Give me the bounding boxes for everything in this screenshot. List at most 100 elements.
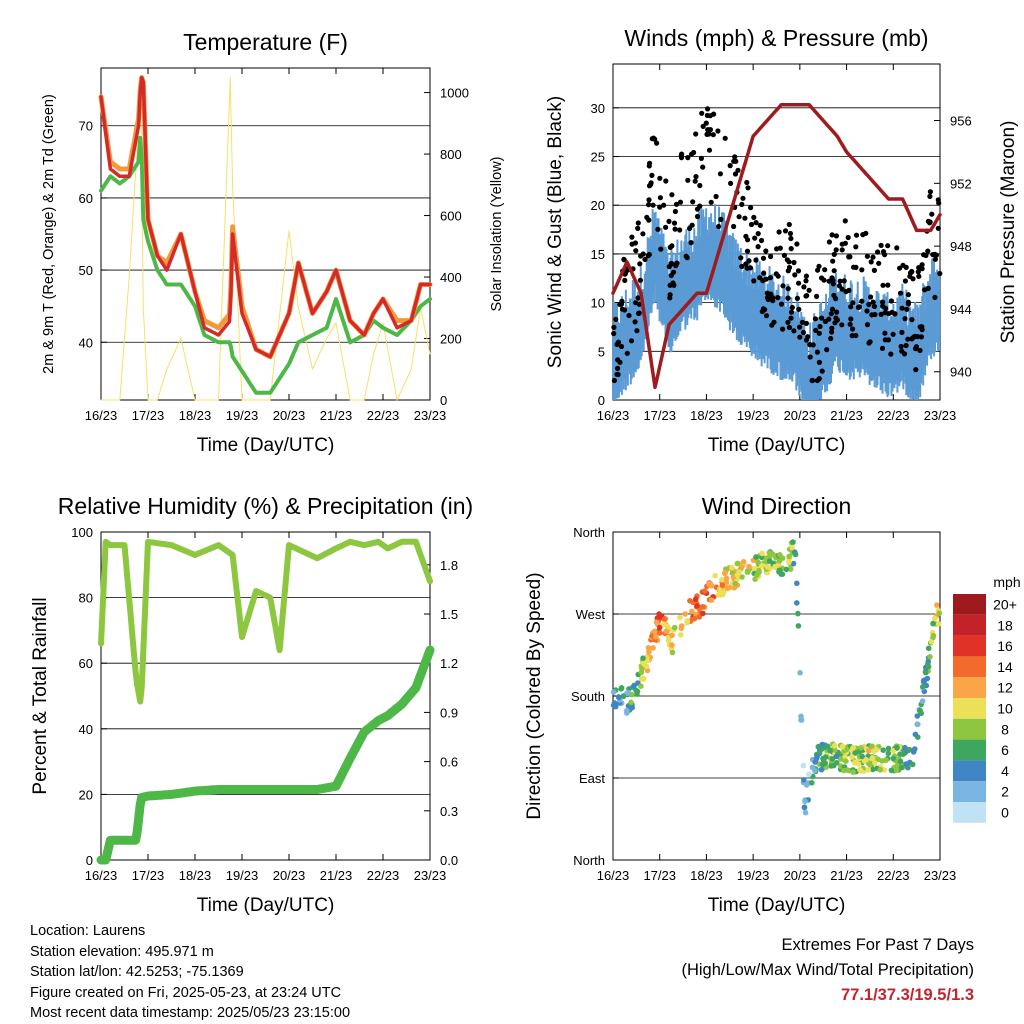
direction-point <box>912 746 918 752</box>
gust-point <box>672 226 678 232</box>
gust-point <box>740 195 746 201</box>
winds-ylabel-left: Sonic Wind & Gust (Blue, Black) <box>545 96 566 368</box>
gust-point <box>673 263 679 269</box>
gust-point <box>866 301 872 308</box>
gust-point <box>792 272 798 278</box>
gust-point <box>684 255 690 261</box>
gust-point <box>850 326 856 332</box>
gust-point <box>654 140 660 146</box>
gust-point <box>905 299 912 305</box>
gust-point <box>925 248 931 254</box>
direction-point <box>700 610 706 617</box>
direction-point <box>802 809 809 816</box>
direction-point <box>832 747 838 753</box>
colorbar-label: 18 <box>997 617 1013 633</box>
gust-point <box>732 154 738 160</box>
direction-xtick-label: 21/23 <box>830 868 863 883</box>
gust-point <box>864 308 870 314</box>
gust-point <box>912 346 919 352</box>
gust-point <box>864 253 871 259</box>
gust-point <box>937 270 943 277</box>
gust-point <box>882 310 888 316</box>
direction-point <box>789 544 796 551</box>
gust-point <box>794 295 801 301</box>
colorbar-swatch <box>953 635 986 657</box>
gust-point <box>848 304 854 310</box>
gust-point <box>615 371 621 378</box>
winds-xtick-label: 17/23 <box>643 408 676 423</box>
humidity-xtick-label: 20/23 <box>273 868 306 883</box>
direction-point <box>786 553 792 560</box>
gust-point <box>807 342 813 348</box>
direction-point <box>734 560 741 567</box>
direction-point <box>691 615 698 622</box>
gust-point <box>640 251 646 257</box>
gust-point <box>817 323 823 330</box>
gust-point <box>671 269 677 275</box>
gust-point <box>663 224 669 230</box>
direction-point <box>755 559 761 565</box>
gust-point <box>871 303 878 310</box>
direction-point <box>809 780 815 786</box>
gust-point <box>611 324 617 330</box>
direction-point <box>794 580 800 587</box>
gust-point <box>833 233 840 239</box>
temperature-title: Temperature (F) <box>183 29 348 55</box>
dewpoint-line <box>99 135 432 395</box>
gust-point <box>880 249 887 255</box>
direction-point <box>927 654 933 660</box>
gust-point <box>672 208 679 215</box>
direction-point <box>897 758 904 765</box>
humidity-ytick-right-label: 0.3 <box>440 804 458 819</box>
direction-point <box>755 569 762 576</box>
gust-point <box>853 244 859 250</box>
winds-ytick-right-label: 944 <box>950 302 972 317</box>
gust-point <box>919 327 925 333</box>
gust-point <box>715 128 721 134</box>
gust-point <box>848 316 854 322</box>
gust-point <box>788 315 794 321</box>
gust-point <box>746 258 752 264</box>
direction-point <box>881 767 888 773</box>
gust-point <box>897 290 904 296</box>
gust-point <box>918 334 925 340</box>
colorbar-swatch <box>953 739 986 761</box>
temperature-xtick-label: 21/23 <box>320 408 353 423</box>
direction-point <box>678 632 684 638</box>
direction-point <box>802 798 808 805</box>
gust-point <box>646 163 652 169</box>
gust-point <box>915 269 921 275</box>
direction-point <box>820 757 827 763</box>
direction-point <box>656 624 663 631</box>
gust-point <box>615 339 622 345</box>
colorbar-label: 14 <box>997 659 1013 675</box>
extremes-block: Extremes For Past 7 Days (High/Low/Max W… <box>681 933 974 1008</box>
winds-ytick-label: 25 <box>591 150 605 165</box>
temperature-ytick-label: 40 <box>79 335 93 350</box>
direction-point <box>888 767 895 774</box>
gust-point <box>755 244 761 250</box>
gust-point <box>635 220 641 226</box>
direction-point <box>858 768 864 774</box>
gust-point <box>927 193 933 199</box>
direction-point <box>936 610 943 616</box>
gust-point <box>632 319 638 325</box>
gust-point <box>829 325 835 331</box>
humidity-xtick-label: 18/23 <box>179 868 212 883</box>
humidity-ytick-label: 80 <box>79 591 93 606</box>
gust-point <box>819 368 825 374</box>
direction-point <box>786 559 792 565</box>
location-text: Location: Laurens <box>30 923 146 939</box>
gust-point <box>815 267 821 273</box>
gust-point <box>735 167 741 173</box>
direction-point <box>843 758 849 764</box>
timestamp-text: Most recent data timestamp: 2025/05/23 2… <box>30 1005 351 1021</box>
gust-point <box>677 227 683 233</box>
gust-point <box>743 261 749 267</box>
gust-point <box>807 354 813 360</box>
humidity-xlabel: Time (Day/UTC) <box>197 895 335 916</box>
gust-point <box>739 263 745 270</box>
humidity-ytick-right-label: 0.0 <box>440 853 458 868</box>
gust-point <box>888 351 894 357</box>
direction-point <box>618 686 624 692</box>
